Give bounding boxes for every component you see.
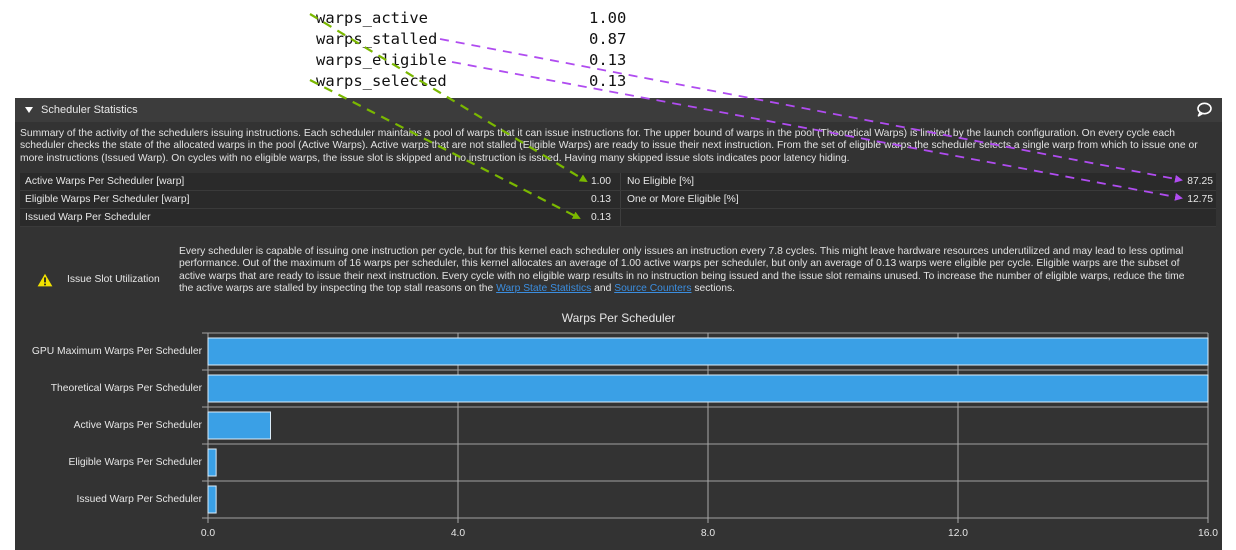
metric-value: 87.25 [1187, 176, 1213, 187]
metric-value: 12.75 [1187, 194, 1213, 205]
metric-name: Issued Warp Per Scheduler [25, 212, 151, 223]
column-divider [620, 191, 621, 208]
chart-category-label: Active Warps Per Scheduler [73, 420, 202, 431]
chart-bar[interactable] [207, 374, 1209, 403]
x-tick-label: 0.0 [200, 528, 216, 539]
metric-name: Eligible Warps Per Scheduler [warp] [25, 194, 190, 205]
chart-category-label: Issued Warp Per Scheduler [76, 494, 202, 505]
warps-per-scheduler-chart [202, 332, 1209, 523]
warp-state-statistics-link[interactable]: Warp State Statistics [496, 282, 592, 294]
column-divider [620, 209, 621, 226]
chart-gridlines [202, 332, 1208, 519]
chart-title: Warps Per Scheduler [561, 311, 676, 325]
warning-icon [37, 273, 53, 287]
x-tick-label: 12.0 [947, 528, 969, 539]
chart-bar[interactable] [207, 337, 1209, 366]
source-counters-link[interactable]: Source Counters [614, 282, 692, 294]
rule-title: Issue Slot Utilization [67, 274, 160, 285]
section-title: Scheduler Statistics [41, 104, 138, 116]
chart-bar[interactable] [207, 448, 217, 477]
metric-name: One or More Eligible [%] [627, 194, 739, 205]
triangle-down-icon[interactable] [25, 107, 33, 113]
speech-bubble-icon[interactable] [1196, 102, 1212, 117]
x-tick-label: 8.0 [700, 528, 716, 539]
chart-category-label: Theoretical Warps Per Scheduler [50, 383, 202, 394]
metric-name: Active Warps Per Scheduler [warp] [25, 176, 185, 187]
x-tick-label: 16.0 [1197, 528, 1219, 539]
chart-category-label: GPU Maximum Warps Per Scheduler [31, 346, 202, 357]
metric-value: 0.13 [590, 194, 611, 205]
chart-bars [207, 337, 1209, 514]
chart-category-label: Eligible Warps Per Scheduler [68, 457, 202, 468]
rule-description: Every scheduler is capable of issuing on… [179, 246, 1185, 294]
chart-bar[interactable] [207, 411, 271, 440]
chart-bar[interactable] [207, 485, 217, 514]
metric-value: 0.13 [590, 212, 611, 223]
issue-slot-utilization-rule: Issue Slot Utilization Every scheduler i… [15, 245, 1222, 299]
scheduler-statistics-section: Scheduler Statistics Summary of the acti… [15, 98, 1222, 550]
x-tick-label: 4.0 [450, 528, 466, 539]
